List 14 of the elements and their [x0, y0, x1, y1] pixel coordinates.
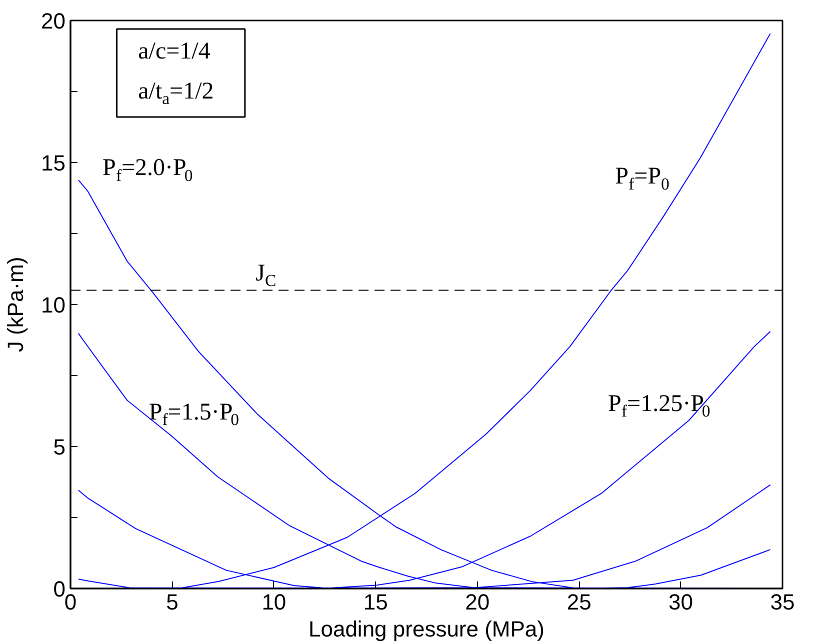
x-tick-label: 15	[363, 590, 388, 614]
y-tick-label: 20	[41, 8, 66, 34]
x-tick-label: 35	[770, 590, 795, 614]
x-axis-title: Loading pressure (MPa)	[308, 616, 545, 642]
y-tick-label: 15	[41, 150, 66, 176]
y-axis-title: J (kPa·m)	[3, 256, 28, 352]
y-tick-label: 10	[41, 292, 66, 318]
x-tick-label: 10	[262, 590, 286, 614]
y-tick-label: 5	[53, 434, 66, 460]
x-tick-label: 25	[566, 590, 592, 614]
x-tick-label: 30	[668, 590, 694, 614]
x-tick-label: 20	[465, 590, 490, 614]
annotation: a/c=1/4	[138, 38, 210, 65]
x-tick-label: 5	[166, 590, 178, 614]
